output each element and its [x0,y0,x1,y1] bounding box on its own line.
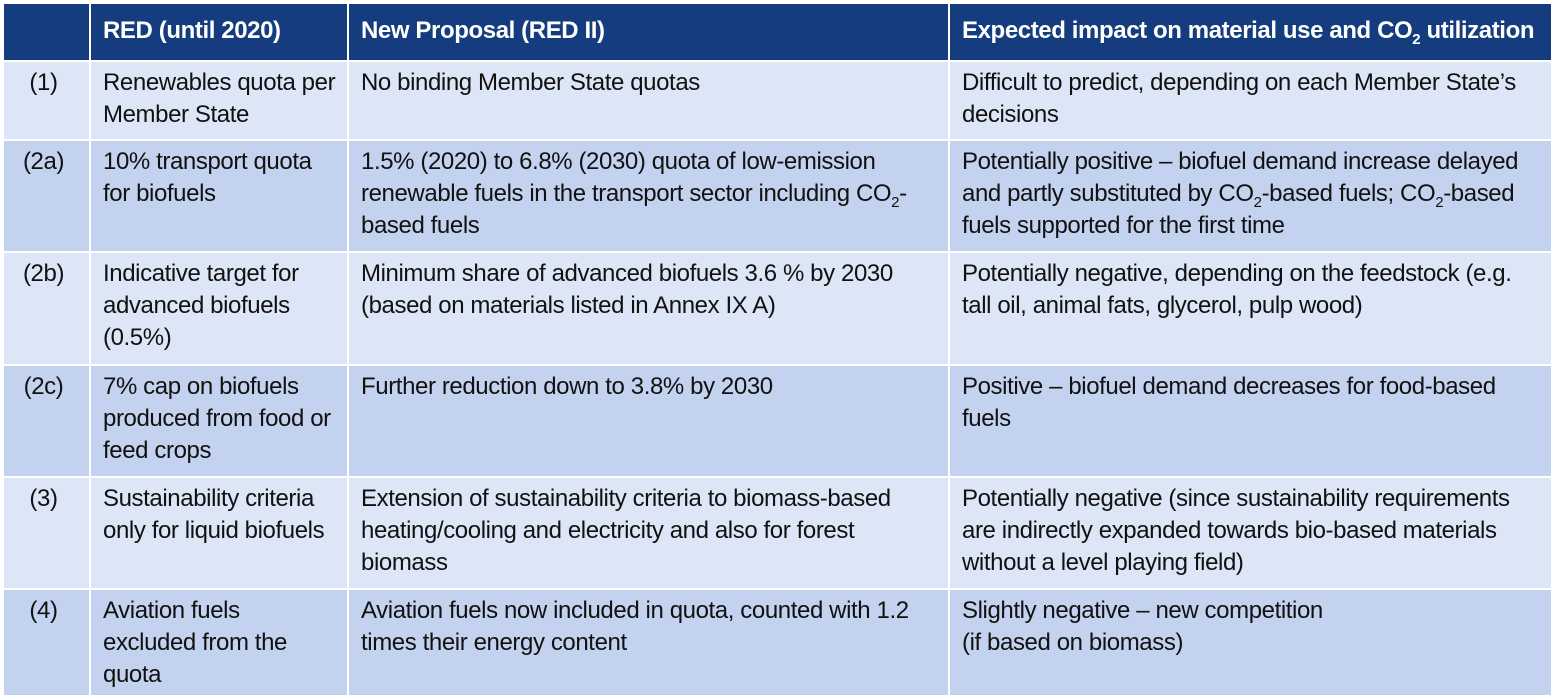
row-id: (1) [2,60,91,141]
row-red: Renewables quota per Member State [89,60,349,141]
row-impact: Potentially negative, depending on the f… [948,251,1553,366]
table-row: (1) Renewables quota per Member State No… [2,60,1553,141]
row-impact-text-mid: -based fuels; CO [1261,180,1436,207]
header-impact-subscript: 2 [1412,31,1421,48]
row-impact-text-end: -based fuels supported for the first tim… [962,180,1515,239]
table-row: (2a) 10% transport quota for biofuels 1.… [2,139,1553,253]
row-proposal: 1.5% (2020) to 6.8% (2030) quota of low-… [347,139,950,253]
row-red: 7% cap on biofuels produced from food or… [89,364,349,478]
row-red: Indicative target for advanced biofuels … [89,251,349,366]
table-row: (4) Aviation fuels excluded from the quo… [2,588,1553,697]
row-id: (4) [2,588,91,697]
row-id: (2b) [2,251,91,366]
row-proposal: Extension of sustainability criteria to … [347,476,950,590]
row-impact: Potentially negative (since sustainabili… [948,476,1553,590]
header-red: RED (until 2020) [89,2,349,62]
row-proposal: Further reduction down to 3.8% by 2030 [347,364,950,478]
table-row: (3) Sustainability criteria only for liq… [2,476,1553,590]
table-row: (2c) 7% cap on biofuels produced from fo… [2,364,1553,478]
row-impact-line-2: (if based on biomass) [962,629,1184,656]
header-proposal: New Proposal (RED II) [347,2,950,62]
row-proposal-text: 1.5% (2020) to 6.8% (2030) quota of low-… [361,148,892,207]
row-impact: Slightly negative – new competition (if b… [948,588,1553,697]
row-impact-line-1: Slightly negative – new competition [962,597,1323,624]
header-row: RED (until 2020) New Proposal (RED II) E… [2,2,1553,62]
row-id: (2a) [2,139,91,253]
row-impact: Difficult to predict, depending on each … [948,60,1553,141]
row-impact-text: Potentially positive – biofuel demand in… [962,148,1519,207]
header-impact: Expected impact on material use and CO2 … [948,2,1553,62]
row-impact: Potentially positive – biofuel demand in… [948,139,1553,253]
row-id: (2c) [2,364,91,478]
row-proposal: No binding Member State quotas [347,60,950,141]
row-red: Sustainability criteria only for liquid … [89,476,349,590]
row-red: 10% transport quota for biofuels [89,139,349,253]
row-proposal: Minimum share of advanced biofuels 3.6 %… [347,251,950,366]
header-impact-text-end: utilization [1420,17,1535,44]
header-impact-text: Expected impact on material use and CO [962,17,1413,44]
co2-subscript: 2 [1253,194,1262,211]
row-proposal: Aviation fuels now included in quota, co… [347,588,950,697]
header-id [2,2,91,62]
row-id: (3) [2,476,91,590]
row-proposal-text-end: -based fuels [361,180,907,239]
table-row: (2b) Indicative target for advanced biof… [2,251,1553,366]
row-red: Aviation fuels excluded from the quota [89,588,349,697]
co2-subscript: 2 [1435,194,1444,211]
row-impact: Positive – biofuel demand decreases for … [948,364,1553,478]
co2-subscript: 2 [891,194,900,211]
